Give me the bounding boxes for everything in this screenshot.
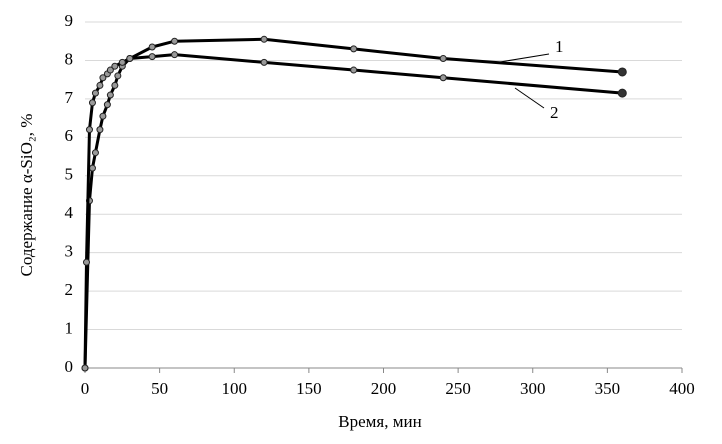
x-tick-label: 150	[296, 379, 322, 398]
series-line	[83, 53, 623, 369]
data-point	[99, 74, 107, 82]
data-point	[260, 58, 268, 66]
x-tick-label: 0	[81, 379, 90, 398]
label-leader	[514, 87, 545, 109]
x-tick-label: 50	[151, 379, 168, 398]
y-tick-label: 1	[65, 318, 74, 337]
series-label: 1	[555, 37, 564, 56]
y-tick-label: 2	[65, 280, 74, 299]
data-point	[106, 91, 114, 99]
data-point	[111, 62, 119, 70]
data-point	[91, 89, 99, 97]
data-point	[114, 72, 122, 80]
data-point	[91, 149, 99, 157]
x-tick-label: 350	[595, 379, 621, 398]
y-tick-label: 9	[65, 11, 74, 30]
x-axis-label: Время, мин	[338, 412, 421, 431]
data-point	[171, 51, 179, 59]
data-point	[88, 99, 96, 107]
y-tick-label: 7	[65, 88, 74, 107]
y-tick-label: 6	[65, 126, 74, 145]
data-point	[111, 81, 119, 89]
data-point	[103, 101, 111, 109]
data-point	[118, 58, 126, 66]
data-point	[148, 43, 156, 51]
x-tick-label: 300	[520, 379, 546, 398]
y-tick-label: 5	[65, 165, 74, 184]
series-label: 2	[550, 103, 559, 122]
data-point	[148, 53, 156, 61]
data-point	[88, 164, 96, 172]
data-point	[617, 88, 627, 98]
label-leader	[499, 53, 550, 63]
data-point	[350, 45, 358, 53]
data-point	[126, 55, 134, 63]
x-tick-label: 200	[371, 379, 397, 398]
x-tick-label: 400	[669, 379, 695, 398]
data-point	[96, 126, 104, 134]
y-tick-label: 8	[65, 49, 74, 68]
y-tick-label: 3	[65, 242, 74, 261]
data-point	[439, 74, 447, 82]
x-tick-label: 250	[445, 379, 471, 398]
data-point	[85, 126, 93, 134]
series-line	[83, 37, 623, 369]
x-tick-label: 100	[222, 379, 248, 398]
data-point	[439, 55, 447, 63]
data-point	[260, 35, 268, 43]
y-tick-label: 0	[65, 357, 74, 376]
data-point	[96, 81, 104, 89]
data-point	[82, 258, 90, 266]
data-point	[350, 66, 358, 74]
data-point	[99, 112, 107, 120]
data-point	[81, 364, 89, 372]
y-tick-label: 4	[65, 203, 74, 222]
data-point	[171, 37, 179, 45]
y-axis-label: Содержание α-SiO₂, %	[17, 114, 36, 277]
data-point	[617, 67, 627, 77]
data-point	[106, 66, 114, 74]
